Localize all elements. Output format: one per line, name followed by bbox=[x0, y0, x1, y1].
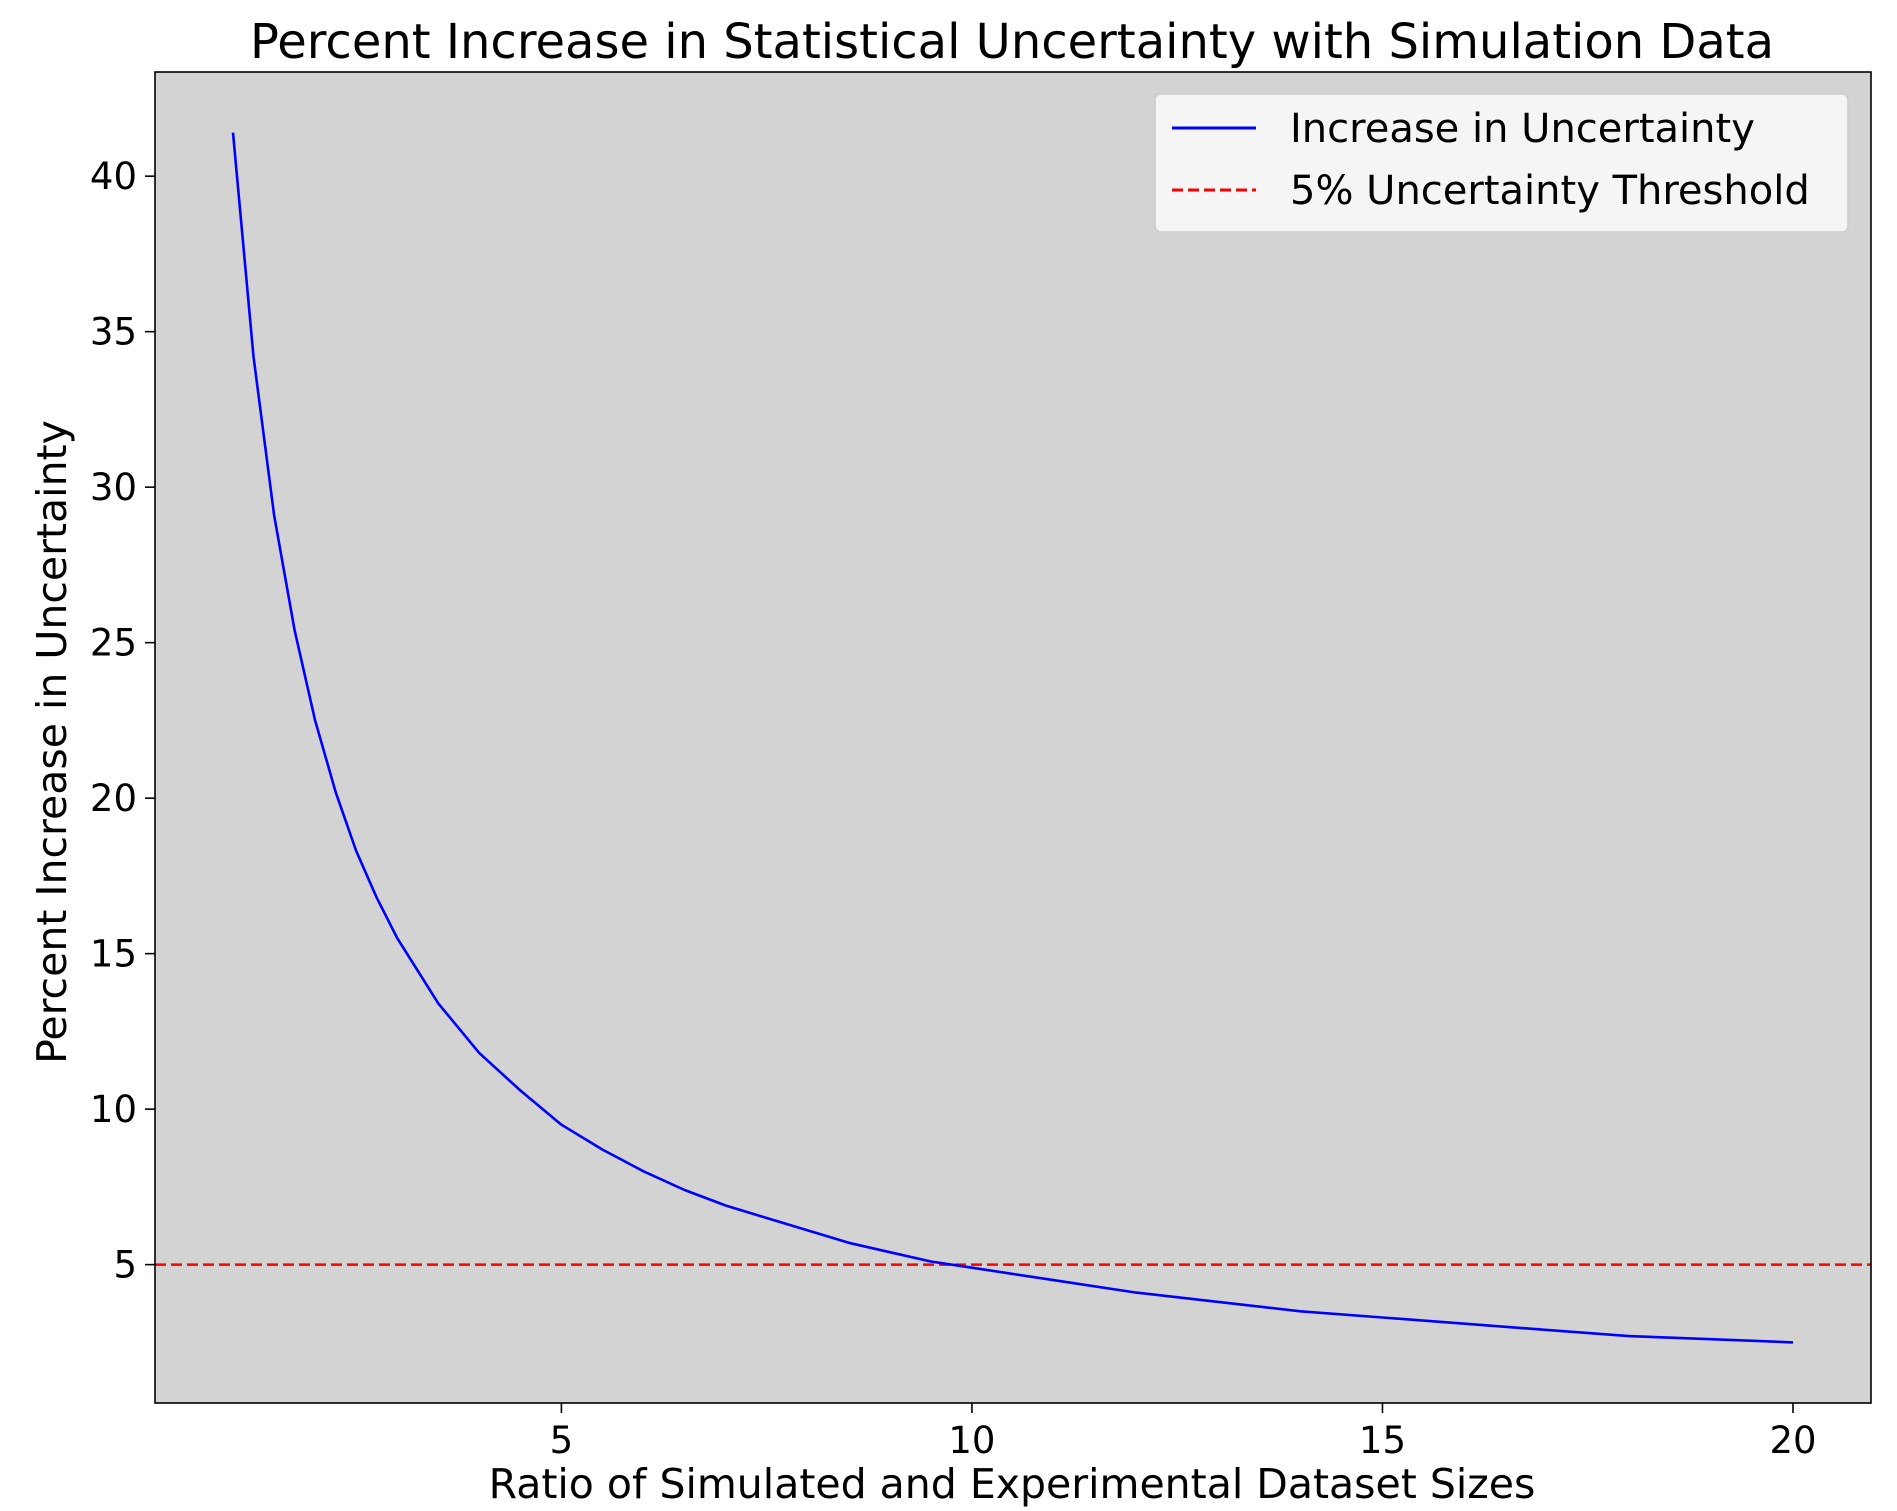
legend-label-threshold: 5% Uncertainty Threshold bbox=[1290, 168, 1810, 214]
y-tick-label: 15 bbox=[90, 933, 137, 976]
y-axis-label: Percent Increase in Uncertainty bbox=[28, 420, 76, 1064]
uncertainty-curve bbox=[231, 132, 1794, 1344]
y-tick-label: 10 bbox=[90, 1088, 137, 1131]
x-axis-label: Ratio of Simulated and Experimental Data… bbox=[489, 1460, 1536, 1508]
plot-frame bbox=[154, 71, 1872, 1404]
x-tick-label: 5 bbox=[550, 1419, 574, 1462]
x-tick-label: 15 bbox=[1359, 1419, 1406, 1462]
x-tick-label: 10 bbox=[948, 1419, 995, 1462]
y-tick-label: 40 bbox=[90, 155, 137, 198]
legend-label-increase: Increase in Uncertainty bbox=[1290, 106, 1755, 152]
y-tick-label: 20 bbox=[90, 777, 137, 820]
y-tick-label: 30 bbox=[90, 466, 137, 509]
plot-area bbox=[155, 72, 1871, 1403]
legend: Increase in Uncertainty 5% Uncertainty T… bbox=[1154, 93, 1849, 233]
legend-box bbox=[1154, 93, 1849, 233]
chart-title: Percent Increase in Statistical Uncertai… bbox=[250, 14, 1774, 70]
y-tick-label: 5 bbox=[113, 1244, 137, 1287]
y-tick-label: 25 bbox=[90, 622, 137, 665]
x-tick-label: 20 bbox=[1769, 1419, 1816, 1462]
y-tick-label: 35 bbox=[90, 311, 137, 354]
